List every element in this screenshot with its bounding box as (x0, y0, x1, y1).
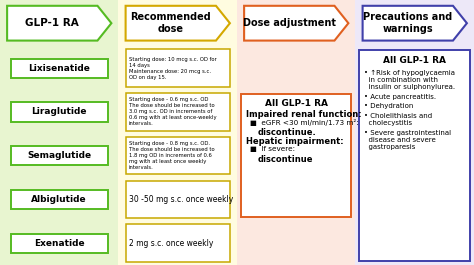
Text: Semaglutide: Semaglutide (27, 151, 91, 160)
FancyBboxPatch shape (126, 93, 230, 131)
Text: Dose adjustment: Dose adjustment (243, 18, 336, 28)
Text: Exenatide: Exenatide (34, 239, 84, 248)
Text: Recommended
dose: Recommended dose (130, 12, 211, 34)
Polygon shape (363, 6, 467, 41)
Text: • ↑Risk of hypoglycaemia
  in combination with
  insulin or sulphonylurea.: • ↑Risk of hypoglycaemia in combination … (365, 69, 456, 90)
FancyBboxPatch shape (11, 190, 108, 209)
Text: Starting dose - 0.8 mg s.c. OD.
The dose should be increased to
1.8 mg OD in inc: Starting dose - 0.8 mg s.c. OD. The dose… (128, 141, 214, 170)
Text: discontinue.: discontinue. (258, 128, 317, 137)
FancyBboxPatch shape (11, 233, 108, 253)
Bar (0, 0, 118, 265)
Text: 30 -50 mg s.c. once weekly: 30 -50 mg s.c. once weekly (128, 195, 233, 204)
Text: • Cholelithiasis and
  cholecystitis: • Cholelithiasis and cholecystitis (365, 113, 433, 126)
FancyBboxPatch shape (241, 94, 352, 217)
Text: discontinue: discontinue (258, 155, 313, 164)
Text: All GLP-1 RA: All GLP-1 RA (383, 56, 446, 65)
Text: Precautions and
warnings: Precautions and warnings (363, 12, 452, 34)
FancyBboxPatch shape (11, 59, 108, 78)
FancyBboxPatch shape (359, 50, 470, 261)
Text: Hepatic impairment:: Hepatic impairment: (246, 137, 344, 146)
Text: 2 mg s.c. once weekly: 2 mg s.c. once weekly (128, 239, 213, 248)
FancyBboxPatch shape (11, 146, 108, 165)
Text: GLP-1 RA: GLP-1 RA (26, 18, 79, 28)
FancyBboxPatch shape (126, 137, 230, 174)
Text: Liraglutide: Liraglutide (31, 108, 87, 116)
Text: • Acute pancreatitis.: • Acute pancreatitis. (365, 94, 437, 100)
Polygon shape (244, 6, 348, 41)
Text: ■  eGFR <30 ml/min/1.73 m²:: ■ eGFR <30 ml/min/1.73 m²: (250, 119, 359, 126)
FancyBboxPatch shape (126, 50, 230, 87)
Bar (237, 0, 356, 265)
Text: Impaired renal function:: Impaired renal function: (246, 110, 362, 119)
Text: • Dehydration: • Dehydration (365, 103, 414, 109)
Bar (356, 0, 474, 265)
Text: Albiglutide: Albiglutide (31, 195, 87, 204)
Polygon shape (7, 6, 111, 41)
Text: Starting dose - 0.6 mg s.c. OD
The dose should be increased to
3.0 mg s.c. OD in: Starting dose - 0.6 mg s.c. OD The dose … (128, 98, 216, 126)
Text: • Severe gastrointestinal
  disease and severe
  gastroparesis: • Severe gastrointestinal disease and se… (365, 130, 452, 150)
Text: Lixisenatide: Lixisenatide (28, 64, 90, 73)
Bar (118, 0, 237, 265)
FancyBboxPatch shape (126, 224, 230, 262)
Text: ■  If severe:: ■ If severe: (250, 146, 295, 152)
Polygon shape (126, 6, 230, 41)
FancyBboxPatch shape (126, 181, 230, 218)
Text: Starting dose: 10 mcg s.c. OD for
14 days
Maintenance dose: 20 mcg s.c.
OD on da: Starting dose: 10 mcg s.c. OD for 14 day… (128, 57, 216, 80)
FancyBboxPatch shape (11, 102, 108, 122)
Text: All GLP-1 RA: All GLP-1 RA (265, 99, 328, 108)
